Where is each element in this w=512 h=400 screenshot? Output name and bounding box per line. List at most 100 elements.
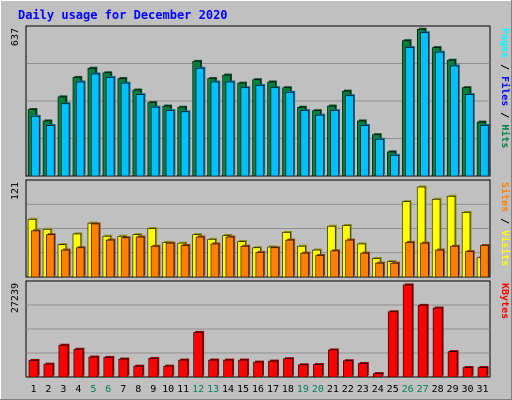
bar-middle-day-2-sites [46,234,55,278]
bar-middle-day-23-sites [360,252,369,278]
legend-item-visits: Visits [499,230,511,266]
bar-middle-day-31-sites [480,245,489,278]
bar-middle-day-7-sites [120,237,130,278]
bar-bottom-day-26-kbytes [402,284,413,378]
x-tick-label: 12 [192,384,204,395]
x-tick-label: 29 [447,384,459,395]
bar-middle-day-25-sites [390,262,399,278]
legend-separator: / [499,58,510,76]
bar-bottom-day-2-kbytes [43,363,54,378]
legend-separator: / [499,106,510,124]
x-tick-label: 26 [402,384,414,395]
bar-top-day-29-files [450,65,459,177]
bar-bottom-day-25-kbytes [387,311,398,378]
bar-bottom-day-17-kbytes [268,360,278,378]
bar-bottom-day-31-kbytes [477,367,488,378]
bar-top-day-3-files [61,103,70,177]
panel-middle-legend: Sites / Visits [499,182,511,266]
bar-top-day-5-files [90,73,100,177]
panel-middle-max-label: 121 [10,182,21,200]
bar-top-day-26-files [405,47,414,177]
x-tick-label: 14 [222,384,234,395]
x-tick-label: 28 [432,384,444,395]
bar-middle-day-20-sites [315,255,324,278]
bar-top-day-1-files [31,116,40,177]
bar-top-day-22-files [345,95,354,177]
bar-middle-day-18-sites [285,239,294,278]
bar-top-day-9-files [150,106,160,177]
bar-middle-day-27-sites [420,242,429,278]
bar-bottom-day-29-kbytes [447,351,458,378]
panels-layer: 637 Pages / Files / Hits 121 Sites / Visits… [10,25,511,378]
x-tick-label: 9 [150,384,156,395]
chart-title: Daily usage for December 2020 [18,8,228,22]
panel-top: 637 Pages / Files / Hits [10,25,511,177]
x-tick-label: 24 [372,384,384,395]
bar-middle-day-19-sites [300,252,309,278]
x-tick-label: 27 [417,384,429,395]
bar-bottom-day-20-kbytes [313,364,323,378]
bar-top-day-4-files [75,81,85,177]
bar-bottom-day-7-kbytes [118,358,129,378]
bar-middle-day-8-sites [135,236,145,278]
bar-bottom-day-13-kbytes [208,359,218,378]
x-tick-label: 17 [267,384,279,395]
x-tick-label: 19 [297,384,309,395]
bar-bottom-day-22-kbytes [343,360,353,378]
panel-bottom-max-label: 27239 [10,283,21,313]
bar-bottom-day-16-kbytes [253,361,263,378]
bar-top-day-16-files [255,85,264,177]
bar-top-day-24-files [375,139,384,177]
x-tick-label: 1 [30,384,36,395]
x-tick-label: 5 [90,384,96,395]
bar-bottom-day-9-kbytes [148,358,159,378]
x-tick-label: 10 [162,384,174,395]
bar-bottom-day-30-kbytes [462,367,473,378]
bar-bottom-day-27-kbytes [417,305,428,378]
bar-top-day-15-files [240,87,250,177]
bar-bottom-day-28-kbytes [432,307,443,378]
x-tick-label: 22 [342,384,354,395]
bar-bottom-day-5-kbytes [88,356,99,378]
x-tick-label: 2 [45,384,51,395]
x-tick-label: 16 [252,384,264,395]
bar-middle-day-21-sites [330,250,339,278]
x-tick-label: 7 [120,384,126,395]
x-tick-label: 8 [135,384,141,395]
x-tick-label: 31 [476,384,488,395]
bar-middle-day-26-sites [405,242,414,278]
bar-middle-day-1-sites [31,230,40,278]
bar-middle-day-9-sites [150,245,160,278]
bar-middle-day-13-sites [210,243,220,278]
legend-item-pages: Pages [499,28,510,58]
bar-top-day-21-files [330,110,339,177]
bar-top-day-8-files [135,94,145,177]
bar-top-day-11-files [180,111,190,177]
bar-top-day-23-files [360,125,369,177]
legend-item-sites: Sites [499,182,511,212]
bar-bottom-day-3-kbytes [58,344,69,378]
x-tick-label: 25 [387,384,399,395]
x-tick-label: 11 [177,384,189,395]
bar-bottom-day-23-kbytes [357,363,368,378]
x-axis-labels: 1 2 3 4 5 6 7 8 9 10 11 12 13 14 15 16 17 18 19 20 21 22 23 24 2… [30,384,488,395]
x-tick-label: 30 [462,384,474,395]
bar-bottom-day-18-kbytes [283,358,293,378]
bar-top-day-2-files [46,125,55,177]
x-tick-label: 4 [75,384,81,395]
bar-middle-day-14-sites [225,236,235,278]
x-tick-label: 20 [312,384,324,395]
bar-middle-day-11-sites [180,245,190,278]
bar-top-day-13-files [210,81,220,177]
bar-middle-day-5-sites [90,223,100,278]
bar-top-day-25-files [390,155,399,177]
bar-top-day-6-files [105,77,115,177]
bar-bottom-day-4-kbytes [73,349,84,378]
bar-middle-day-24-sites [375,262,384,278]
bar-middle-day-28-sites [435,249,444,278]
bar-top-day-30-files [465,94,474,177]
bar-top-day-14-files [225,81,235,177]
legend-item-kbytes: KBytes [499,283,510,319]
x-tick-label: 3 [60,384,66,395]
